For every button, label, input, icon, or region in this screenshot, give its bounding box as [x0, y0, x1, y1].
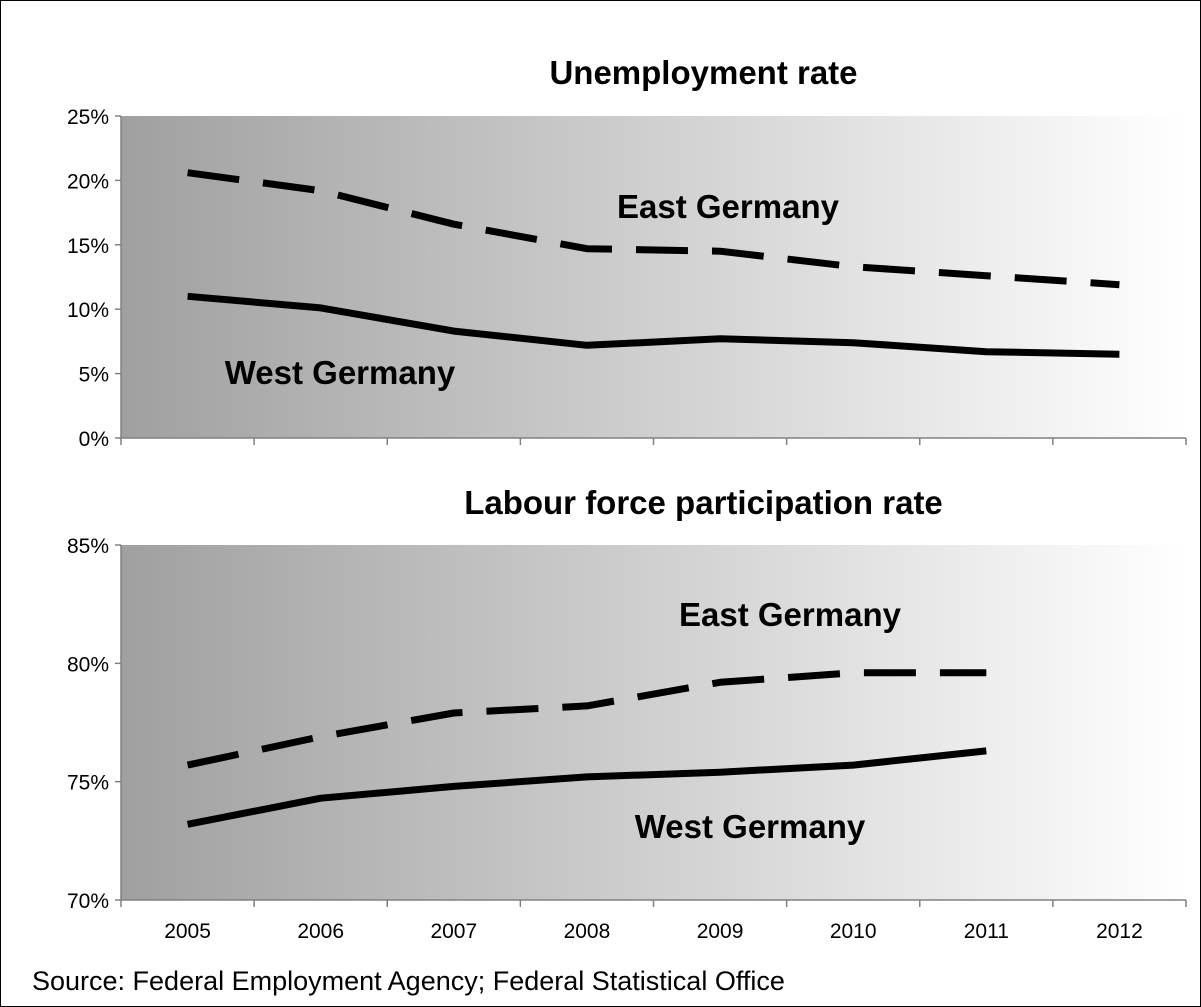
east-germany-label: East Germany: [679, 596, 902, 633]
east-germany-label: East Germany: [617, 188, 840, 225]
y-tick-label: 0%: [79, 428, 109, 451]
x-tick-label: 2008: [564, 920, 611, 943]
x-tick-label: 2007: [430, 920, 477, 943]
participation-title: Labour force participation rate: [464, 484, 943, 521]
plot-area: [121, 116, 1186, 438]
x-tick-label: 2006: [297, 920, 344, 943]
unemployment-chart: Unemployment rate 0% 5% 10% 15% 20% 25% East Ge…: [67, 54, 1187, 451]
plot-area: [121, 545, 1186, 900]
x-tick-label: 2010: [830, 920, 877, 943]
y-tick-label: 75%: [67, 772, 109, 795]
source-note: Source: Federal Employment Agency; Feder…: [32, 966, 785, 996]
west-germany-label: West Germany: [225, 354, 456, 391]
west-germany-line: [186, 747, 987, 828]
east-germany-line: [186, 669, 987, 769]
x-tick-label: 2005: [164, 920, 211, 943]
unemployment-title: Unemployment rate: [549, 54, 857, 91]
participation-chart: Labour force participation rate 70% 75% 80%…: [67, 484, 1187, 943]
x-tick-label: 2011: [964, 920, 1009, 943]
y-tick-label: 70%: [67, 890, 109, 913]
y-tick-label: 10%: [67, 299, 109, 322]
y-tick-label: 20%: [67, 170, 109, 193]
y-tick-label: 5%: [79, 364, 109, 387]
x-tick-label: 2009: [697, 920, 744, 943]
x-tick-label: 2012: [1096, 920, 1143, 943]
east-germany-line: [187, 169, 1120, 289]
y-tick-label: 25%: [67, 106, 109, 129]
west-germany-label: West Germany: [635, 808, 866, 845]
y-tick-label: 85%: [67, 535, 109, 558]
y-tick-label: 80%: [67, 653, 109, 676]
y-tick-label: 15%: [67, 235, 109, 258]
west-germany-line: [187, 292, 1120, 358]
